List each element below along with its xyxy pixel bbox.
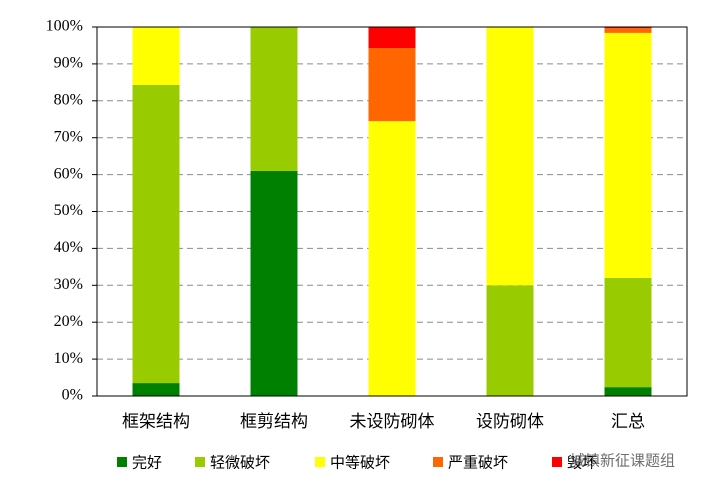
y-tick-label: 70% [54, 128, 83, 145]
x-tick-label: 设防砌体 [476, 412, 544, 432]
legend-label: 严重破坏 [448, 454, 508, 472]
bar-segment [250, 27, 298, 171]
y-tick-label: 100% [46, 18, 83, 35]
y-tick-label: 30% [54, 276, 83, 293]
legend-swatch [195, 457, 205, 467]
bar-segment [486, 285, 534, 396]
x-tick-label: 汇总 [611, 412, 645, 432]
plot-frame [96, 26, 688, 397]
y-tick-label: 50% [54, 202, 83, 219]
y-tick-label: 60% [54, 165, 83, 182]
x-tick-label: 框剪结构 [240, 412, 308, 432]
bar-segment [132, 383, 180, 396]
y-tick-label: 0% [62, 387, 83, 404]
y-tick-label: 20% [54, 313, 83, 330]
y-tick-label: 80% [54, 91, 83, 108]
bar-segment [132, 27, 180, 85]
legend-label: 毁坏 [567, 454, 597, 472]
x-tick-label: 未设防砌体 [350, 412, 435, 432]
y-tick-label: 40% [54, 239, 83, 256]
y-tick-label: 90% [54, 55, 83, 72]
legend-swatch [117, 457, 127, 467]
bar-segment [250, 170, 298, 396]
bar-segment [132, 84, 180, 384]
bar-segment [486, 27, 534, 286]
legend-label: 中等破坏 [330, 454, 390, 472]
bar-segment [604, 27, 652, 29]
bar-segment [604, 28, 652, 33]
x-tick-label: 框架结构 [122, 412, 190, 432]
watermark: 城镇新征课题组 [570, 452, 675, 470]
legend-label: 完好 [132, 454, 162, 472]
bar-segment [368, 121, 416, 396]
bar-segment [368, 48, 416, 122]
bar-segment [368, 27, 416, 49]
legend-label: 轻微破坏 [210, 454, 270, 472]
bar-segment [604, 387, 652, 396]
bar-segment [604, 32, 652, 278]
legend-swatch [315, 457, 325, 467]
bar-segment [604, 277, 652, 388]
y-tick-label: 10% [54, 350, 83, 367]
legend-swatch [552, 457, 562, 467]
legend-swatch [433, 457, 443, 467]
